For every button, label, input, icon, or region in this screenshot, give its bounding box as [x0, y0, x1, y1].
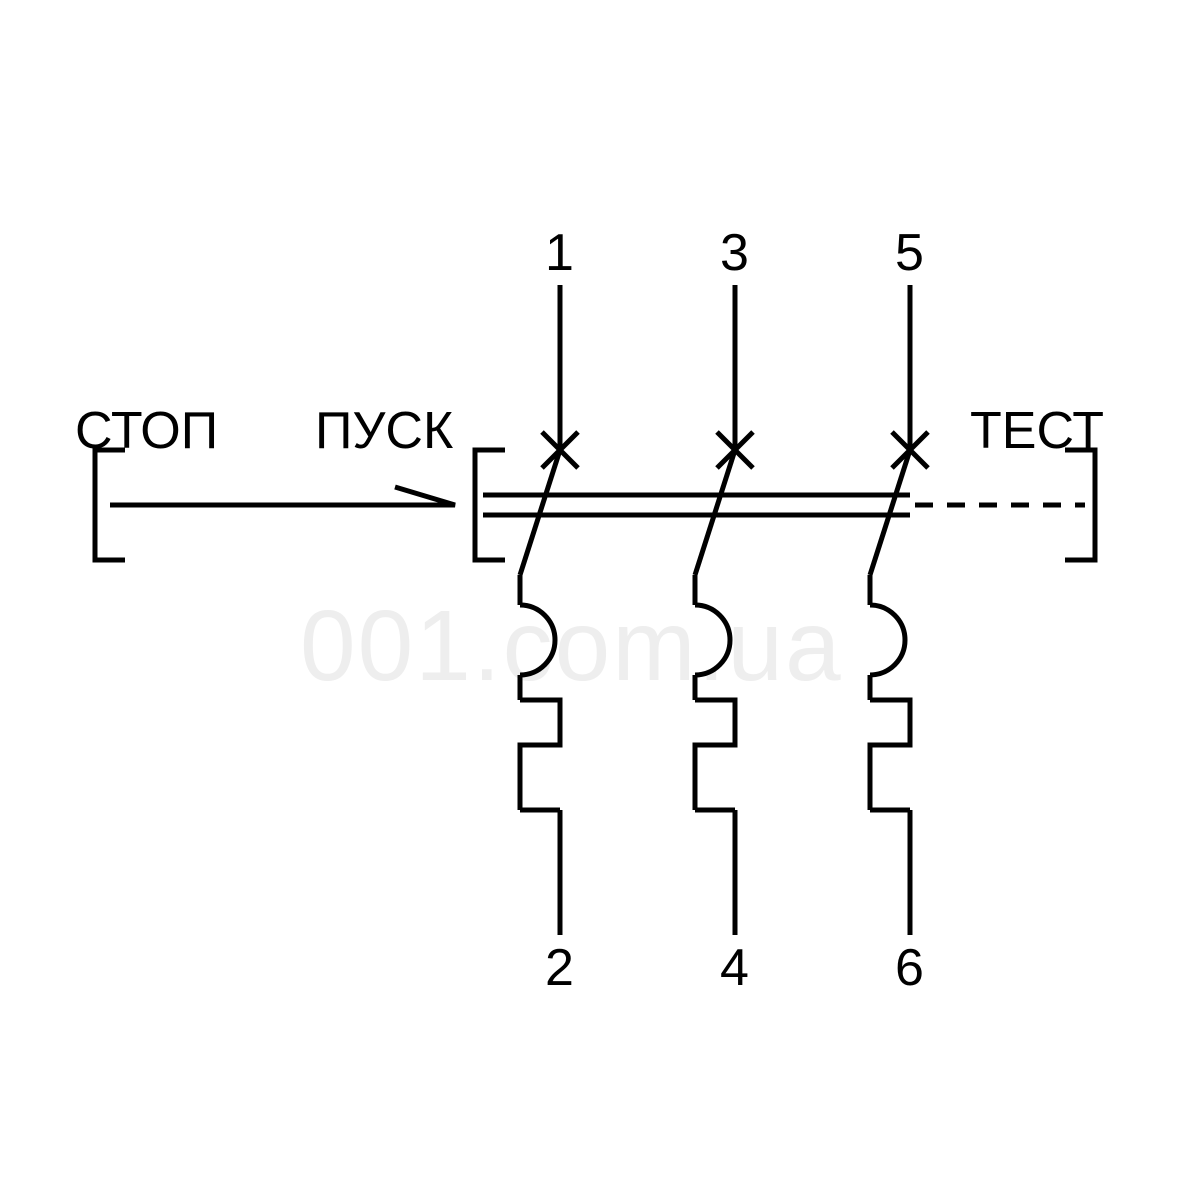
- circuit-diagram: 001.com.ua СТОП ПУСК ТЕСТ 1 3 5 2 4 6: [0, 0, 1200, 1200]
- watermark-text: 001.com.ua: [300, 590, 843, 702]
- terminal-5-label: 5: [895, 224, 924, 282]
- terminal-4-label: 4: [720, 939, 749, 997]
- label-start: ПУСК: [315, 402, 453, 460]
- terminal-3-label: 3: [720, 224, 749, 282]
- terminal-1-label: 1: [545, 224, 574, 282]
- terminal-6-label: 6: [895, 939, 924, 997]
- terminal-2-label: 2: [545, 939, 574, 997]
